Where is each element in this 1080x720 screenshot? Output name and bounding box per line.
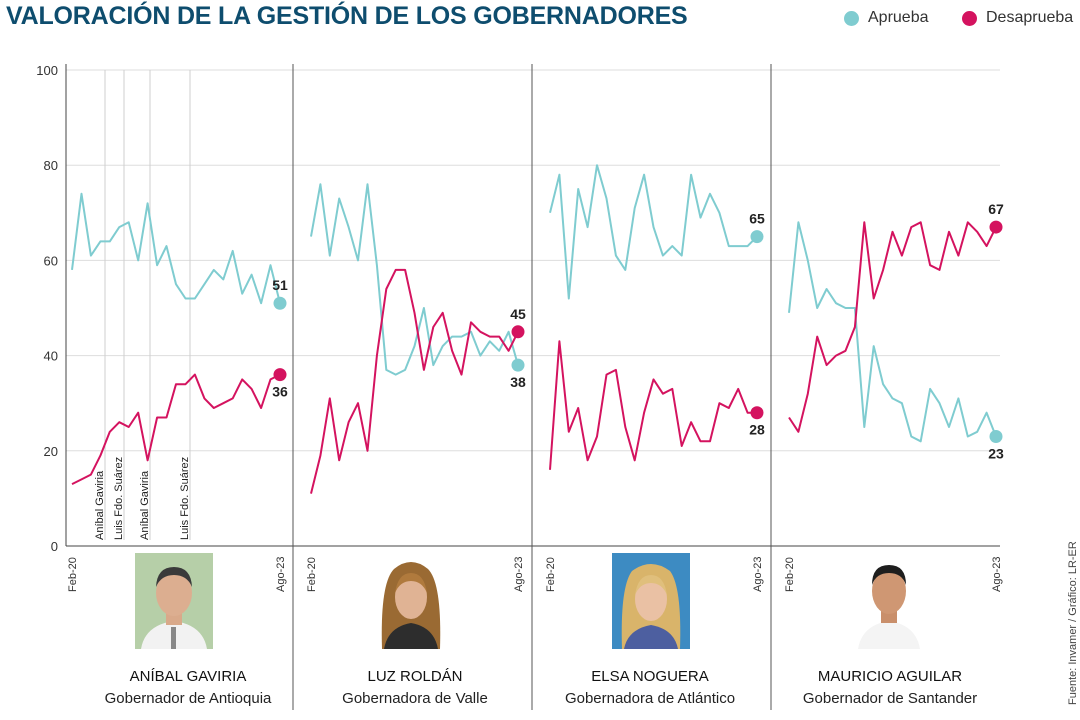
luz-rold-n-x-start-label: Feb-20: [306, 557, 318, 592]
governor-role-roldan: Gobernadora de Valle: [342, 690, 488, 707]
elsa-noguera-end-label-desaprueba: 28: [749, 422, 765, 438]
annotation-label-luis-fdo-su-rez-4: Luis Fdo. Suárez: [179, 457, 191, 540]
annotation-label-an-bal-gaviria-1: Aníbal Gaviria: [94, 470, 106, 540]
legend-item-aprueba: Aprueba: [844, 9, 929, 27]
an-bal-gaviria-x-end-label: Ago-23: [275, 557, 287, 592]
y-tick-label-80: 80: [44, 158, 58, 173]
mauricio-aguilar-line-aprueba: [788, 221, 997, 443]
chart-title: VALORACIÓN DE LA GESTIÓN DE LOS GOBERNAD…: [6, 2, 688, 30]
governor-name-aguilar: MAURICIO AGUILAR: [817, 668, 963, 685]
elsa-noguera-x-end-label: Ago-23: [752, 557, 764, 592]
elsa-noguera-end-label-aprueba: 65: [749, 211, 765, 227]
elsa-noguera-end-point-desaprueba: [750, 406, 764, 420]
mauricio-aguilar-end-point-desaprueba: [989, 220, 1003, 234]
luz-rold-n-line-aprueba: [310, 183, 519, 376]
legend-dot-desaprueba: [962, 10, 977, 26]
luz-rold-n-end-label-aprueba: 38: [510, 374, 526, 390]
mauricio-aguilar-end-label-aprueba: 23: [988, 446, 1004, 462]
y-tick-label-40: 40: [44, 349, 58, 364]
portrait-noguera: [612, 553, 690, 649]
source-note: Fuente: Invamer / Gráfico: LR-ER: [1067, 541, 1079, 705]
an-bal-gaviria-end-point-desaprueba: [273, 368, 287, 382]
governor-role-gaviria: Gobernador de Antioquia: [104, 690, 272, 707]
portrait-gaviria: [135, 553, 213, 649]
an-bal-gaviria-line-desaprueba: [71, 373, 281, 485]
an-bal-gaviria-x-start-label: Feb-20: [67, 557, 79, 592]
legend-label-aprueba: Aprueba: [868, 9, 929, 26]
y-tick-label-0: 0: [51, 539, 58, 554]
luz-rold-n-line-desaprueba: [310, 268, 519, 494]
luz-rold-n-x-end-label: Ago-23: [513, 557, 525, 592]
mauricio-aguilar-x-start-label: Feb-20: [784, 557, 796, 592]
governor-name-noguera: ELSA NOGUERA: [591, 668, 709, 685]
an-bal-gaviria-end-label-desaprueba: 36: [272, 384, 288, 400]
annotation-label-an-bal-gaviria-3: Aníbal Gaviria: [139, 470, 151, 540]
mauricio-aguilar-end-label-desaprueba: 67: [988, 201, 1004, 217]
elsa-noguera-line-aprueba: [549, 164, 758, 300]
elsa-noguera-line-desaprueba: [549, 340, 757, 470]
luz-rold-n-end-label-desaprueba: 45: [510, 306, 526, 322]
annotation-label-luis-fdo-su-rez-2: Luis Fdo. Suárez: [113, 457, 125, 540]
mauricio-aguilar-x-end-label: Ago-23: [991, 557, 1003, 592]
y-tick-label-20: 20: [44, 444, 58, 459]
governor-name-gaviria: ANÍBAL GAVIRIA: [129, 668, 247, 685]
an-bal-gaviria-end-label-aprueba: 51: [272, 277, 288, 293]
governor-name-roldan: LUZ ROLDÁN: [367, 668, 463, 685]
an-bal-gaviria-end-point-aprueba: [273, 296, 287, 310]
mauricio-aguilar-line-desaprueba: [788, 221, 997, 433]
an-bal-gaviria-line-aprueba: [71, 192, 281, 305]
legend-label-desaprueba: Desaprueba: [986, 9, 1074, 26]
elsa-noguera-x-start-label: Feb-20: [545, 557, 557, 592]
elsa-noguera-end-point-aprueba: [750, 230, 764, 244]
luz-rold-n-end-point-aprueba: [511, 358, 525, 372]
legend-dot-aprueba: [844, 10, 859, 26]
legend-item-desaprueba: Desaprueba: [962, 9, 1073, 27]
mauricio-aguilar-end-point-aprueba: [989, 430, 1003, 444]
portrait-aguilar: [850, 553, 928, 649]
y-tick-label-100: 100: [36, 63, 58, 78]
governor-role-noguera: Gobernadora de Atlántico: [564, 690, 736, 707]
portrait-roldan: [372, 553, 450, 649]
luz-rold-n-end-point-desaprueba: [511, 325, 525, 339]
y-tick-label-60: 60: [44, 253, 58, 268]
governor-role-aguilar: Gobernador de Santander: [802, 690, 978, 707]
